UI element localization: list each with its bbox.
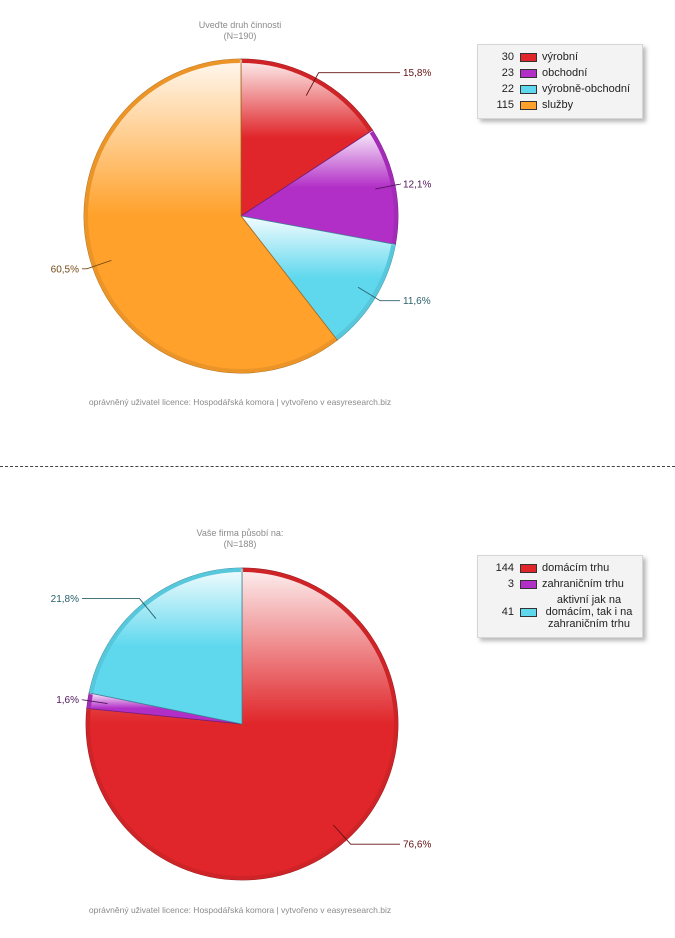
legend-count: 115 [496, 99, 514, 111]
pie-chart-1: 15,8% 12,1% 11,6% 60,5% [51, 58, 431, 374]
legend-count: 3 [507, 578, 514, 590]
legend-swatch-purple [520, 68, 537, 78]
leader-line [332, 824, 400, 845]
leader-line [375, 183, 401, 190]
data-label: 15,8% [403, 68, 431, 79]
data-label: 1,6% [56, 695, 79, 706]
data-label: 12,1% [403, 179, 431, 190]
data-label: 60,5% [51, 264, 79, 275]
legend-swatch-cyan [520, 607, 537, 617]
legend-swatch-cyan [520, 84, 537, 94]
legend-swatch-red [520, 563, 537, 573]
legend-label: výrobně-obchodní [542, 83, 631, 95]
pie-chart-2: 76,6% 1,6% 21,8% [51, 567, 431, 881]
legend-swatch-orange [520, 100, 537, 110]
leader-line [305, 72, 400, 96]
data-label: 21,8% [51, 594, 79, 605]
data-label: 76,6% [403, 840, 431, 851]
legend-1: 30 výrobní 23 obchodní 22 výrobně-obchod… [477, 44, 643, 119]
legend-item: 23 obchodní [478, 65, 642, 81]
legend-count: 41 [501, 606, 514, 618]
chart-title: Uveďte druh činnosti (N=190) [140, 20, 340, 42]
legend-label: aktivní jak na domácím, tak i na zahrani… [545, 594, 633, 630]
chart-credit: oprávněný uživatel licence: Hospodářská … [88, 905, 392, 915]
legend-item: 115 služby [478, 97, 642, 113]
legend-count: 22 [501, 83, 514, 95]
legend-item: 3 zahraničním trhu [478, 576, 642, 592]
leader-line [82, 259, 112, 270]
chart-title-text: Uveďte druh činnosti [198, 20, 282, 30]
legend-item: 41 aktivní jak na domácím, tak i na zahr… [478, 592, 642, 632]
data-label: 11,6% [403, 296, 431, 307]
leader-line [357, 286, 400, 302]
legend-label: obchodní [542, 67, 588, 79]
chart-market: Vaše firma působí na: (N=188) 76,6% 1,6% 2… [0, 470, 675, 938]
legend-item: 144 domácím trhu [478, 560, 642, 576]
chart-credit: oprávněný uživatel licence: Hospodářská … [88, 397, 392, 407]
legend-count: 30 [501, 51, 514, 63]
legend-item: 22 výrobně-obchodní [478, 81, 642, 97]
legend-count: 23 [501, 67, 514, 79]
chart-subtitle: (N=188) [223, 539, 257, 549]
leader-line [81, 699, 108, 705]
legend-swatch-red [520, 52, 537, 62]
chart-title-text: Vaše firma působí na: [196, 528, 284, 538]
chart-subtitle: (N=190) [223, 31, 257, 41]
legend-2: 144 domácím trhu 3 zahraničním trhu 41 a… [477, 555, 643, 638]
legend-label: služby [542, 99, 574, 111]
legend-item: 30 výrobní [478, 49, 642, 65]
chart-activity-type: Uveďte druh činnosti (N=190) 15,8% 12,1% 1… [0, 0, 675, 440]
legend-label: domácím trhu [542, 562, 610, 574]
leader-line [82, 598, 157, 619]
section-divider [0, 466, 675, 467]
legend-label: výrobní [542, 51, 579, 63]
legend-swatch-purple [520, 579, 537, 589]
legend-count: 144 [495, 562, 514, 574]
legend-label: zahraničním trhu [542, 578, 624, 590]
chart-title: Vaše firma působí na: (N=188) [140, 528, 340, 550]
